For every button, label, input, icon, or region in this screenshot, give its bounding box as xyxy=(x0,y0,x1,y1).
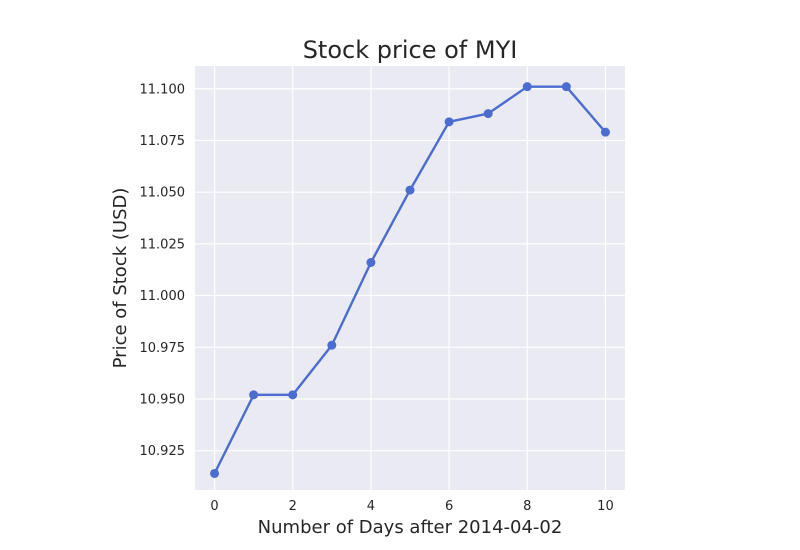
data-point xyxy=(210,468,220,478)
chart-title: Stock price of MYI xyxy=(303,36,518,64)
data-point xyxy=(288,390,298,400)
data-point xyxy=(522,82,532,92)
data-points xyxy=(210,82,610,478)
y-tick-label: 11.025 xyxy=(140,237,186,252)
data-point xyxy=(405,185,415,195)
x-tick-label: 10 xyxy=(597,499,614,514)
data-point xyxy=(366,257,376,267)
plot-area xyxy=(195,66,625,490)
data-point xyxy=(561,82,571,92)
y-tick-label: 11.000 xyxy=(140,289,186,304)
x-axis-label: Number of Days after 2014-04-02 xyxy=(258,517,563,538)
data-point xyxy=(249,390,259,400)
data-point xyxy=(600,127,610,137)
y-tick-label: 11.050 xyxy=(140,186,186,201)
x-tick-label: 4 xyxy=(367,499,375,514)
y-tick-label: 11.075 xyxy=(140,134,186,149)
y-grid-lines xyxy=(195,88,625,452)
x-tick-label: 2 xyxy=(289,499,297,514)
y-tick-label: 10.925 xyxy=(140,444,186,459)
x-tick-label: 6 xyxy=(445,499,453,514)
data-point xyxy=(327,340,337,350)
y-tick-label: 10.975 xyxy=(140,341,186,356)
x-tick-label: 8 xyxy=(523,499,531,514)
data-point xyxy=(444,117,454,127)
data-point xyxy=(483,109,493,119)
x-tick-labels: 0 2 4 6 8 10 xyxy=(210,499,613,514)
x-tick-label: 0 xyxy=(210,499,218,514)
y-tick-label: 11.100 xyxy=(140,82,186,97)
y-axis-label: Price of Stock (USD) xyxy=(110,188,131,369)
y-tick-labels: 10.925 10.950 10.975 11.000 11.025 11.050 11.0… xyxy=(140,82,186,459)
y-tick-label: 10.950 xyxy=(140,392,186,407)
